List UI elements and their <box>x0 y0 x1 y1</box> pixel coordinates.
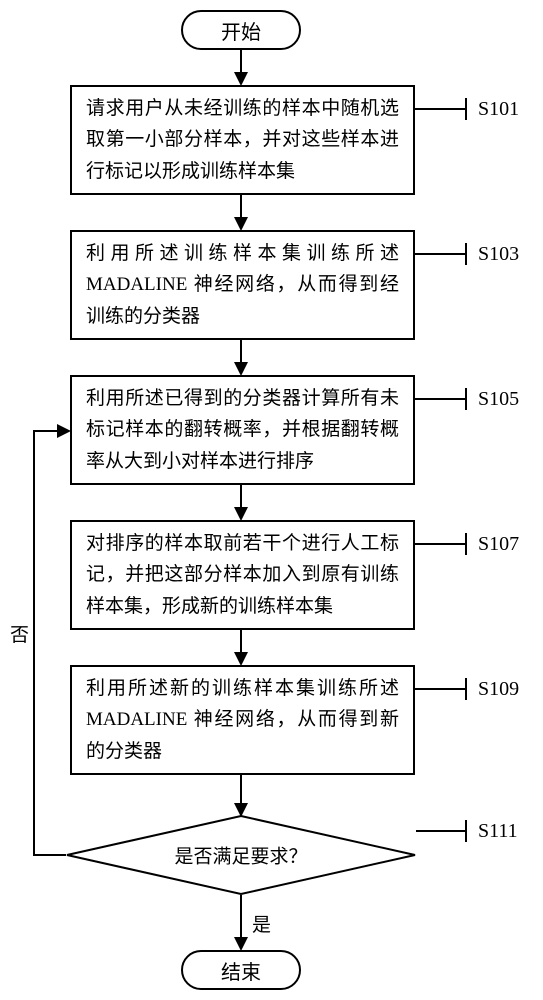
edge-s101-s103-head <box>234 217 248 231</box>
step-s103-id: S103 <box>478 243 519 266</box>
edge-s105-s107-head <box>234 507 248 521</box>
edge-yes-label: 是 <box>252 910 271 937</box>
step-s101-id: S101 <box>478 98 519 121</box>
step-s103-connector <box>415 253 465 255</box>
edge-start-s101 <box>240 50 242 72</box>
step-s109: 利用所述新的训练样本集训练所述MADALINE 神经网络，从而得到新的分类器 <box>70 665 415 775</box>
edge-start-s101-head <box>234 72 248 86</box>
edge-s109-decision <box>240 775 242 803</box>
step-s109-text: 利用所述新的训练样本集训练所述MADALINE 神经网络，从而得到新的分类器 <box>86 673 399 767</box>
decision-s111-connector <box>416 830 465 832</box>
step-s109-connector <box>415 688 465 690</box>
end-terminator: 结束 <box>181 950 301 990</box>
edge-yes-head <box>234 937 248 951</box>
step-s105-connector <box>415 398 465 400</box>
step-s101-connector <box>415 108 465 110</box>
step-s107-text: 对排序的样本取前若干个进行人工标记，并把这部分样本加入到原有训练样本集，形成新的… <box>86 528 399 622</box>
edge-s107-s109 <box>240 630 242 652</box>
end-label: 结束 <box>221 956 261 985</box>
start-terminator: 开始 <box>181 10 301 50</box>
step-s107-connector <box>415 543 465 545</box>
decision-s111: 是否满足要求？ <box>66 815 416 895</box>
step-s101: 请求用户从未经训练的样本中随机选取第一小部分样本，并对这些样本进行标记以形成训练… <box>70 85 415 195</box>
edge-no-h2 <box>33 430 57 432</box>
edge-yes-v <box>240 895 242 937</box>
edge-no-h1 <box>33 854 66 856</box>
decision-s111-id: S111 <box>478 820 518 843</box>
step-s107-id: S107 <box>478 533 519 556</box>
start-label: 开始 <box>221 16 261 45</box>
step-s105: 利用所述已得到的分类器计算所有未标记样本的翻转概率，并根据翻转概率从大到小对样本… <box>70 375 415 485</box>
step-s105-text: 利用所述已得到的分类器计算所有未标记样本的翻转概率，并根据翻转概率从大到小对样本… <box>86 383 399 477</box>
step-s107-bracket <box>465 533 467 555</box>
edge-s105-s107 <box>240 485 242 507</box>
flowchart-container: 开始 请求用户从未经训练的样本中随机选取第一小部分样本，并对这些样本进行标记以形… <box>0 0 543 1000</box>
edge-s101-s103 <box>240 195 242 217</box>
edge-s103-s105-head <box>234 362 248 376</box>
step-s109-id: S109 <box>478 678 519 701</box>
step-s101-bracket <box>465 98 467 120</box>
decision-s111-text: 是否满足要求？ <box>66 842 416 869</box>
step-s103-text: 利用所述训练样本集训练所述MADALINE 神经网络，从而得到经训练的分类器 <box>86 238 399 332</box>
step-s105-bracket <box>465 388 467 410</box>
step-s105-id: S105 <box>478 388 519 411</box>
step-s107: 对排序的样本取前若干个进行人工标记，并把这部分样本加入到原有训练样本集，形成新的… <box>70 520 415 630</box>
edge-no-head <box>57 424 71 438</box>
step-s109-bracket <box>465 678 467 700</box>
edge-no-label: 否 <box>10 620 29 647</box>
step-s103: 利用所述训练样本集训练所述MADALINE 神经网络，从而得到经训练的分类器 <box>70 230 415 340</box>
step-s103-bracket <box>465 243 467 265</box>
edge-no-v <box>33 430 35 856</box>
step-s101-text: 请求用户从未经训练的样本中随机选取第一小部分样本，并对这些样本进行标记以形成训练… <box>86 93 399 187</box>
edge-s107-s109-head <box>234 652 248 666</box>
decision-s111-bracket <box>465 820 467 842</box>
edge-s103-s105 <box>240 340 242 362</box>
